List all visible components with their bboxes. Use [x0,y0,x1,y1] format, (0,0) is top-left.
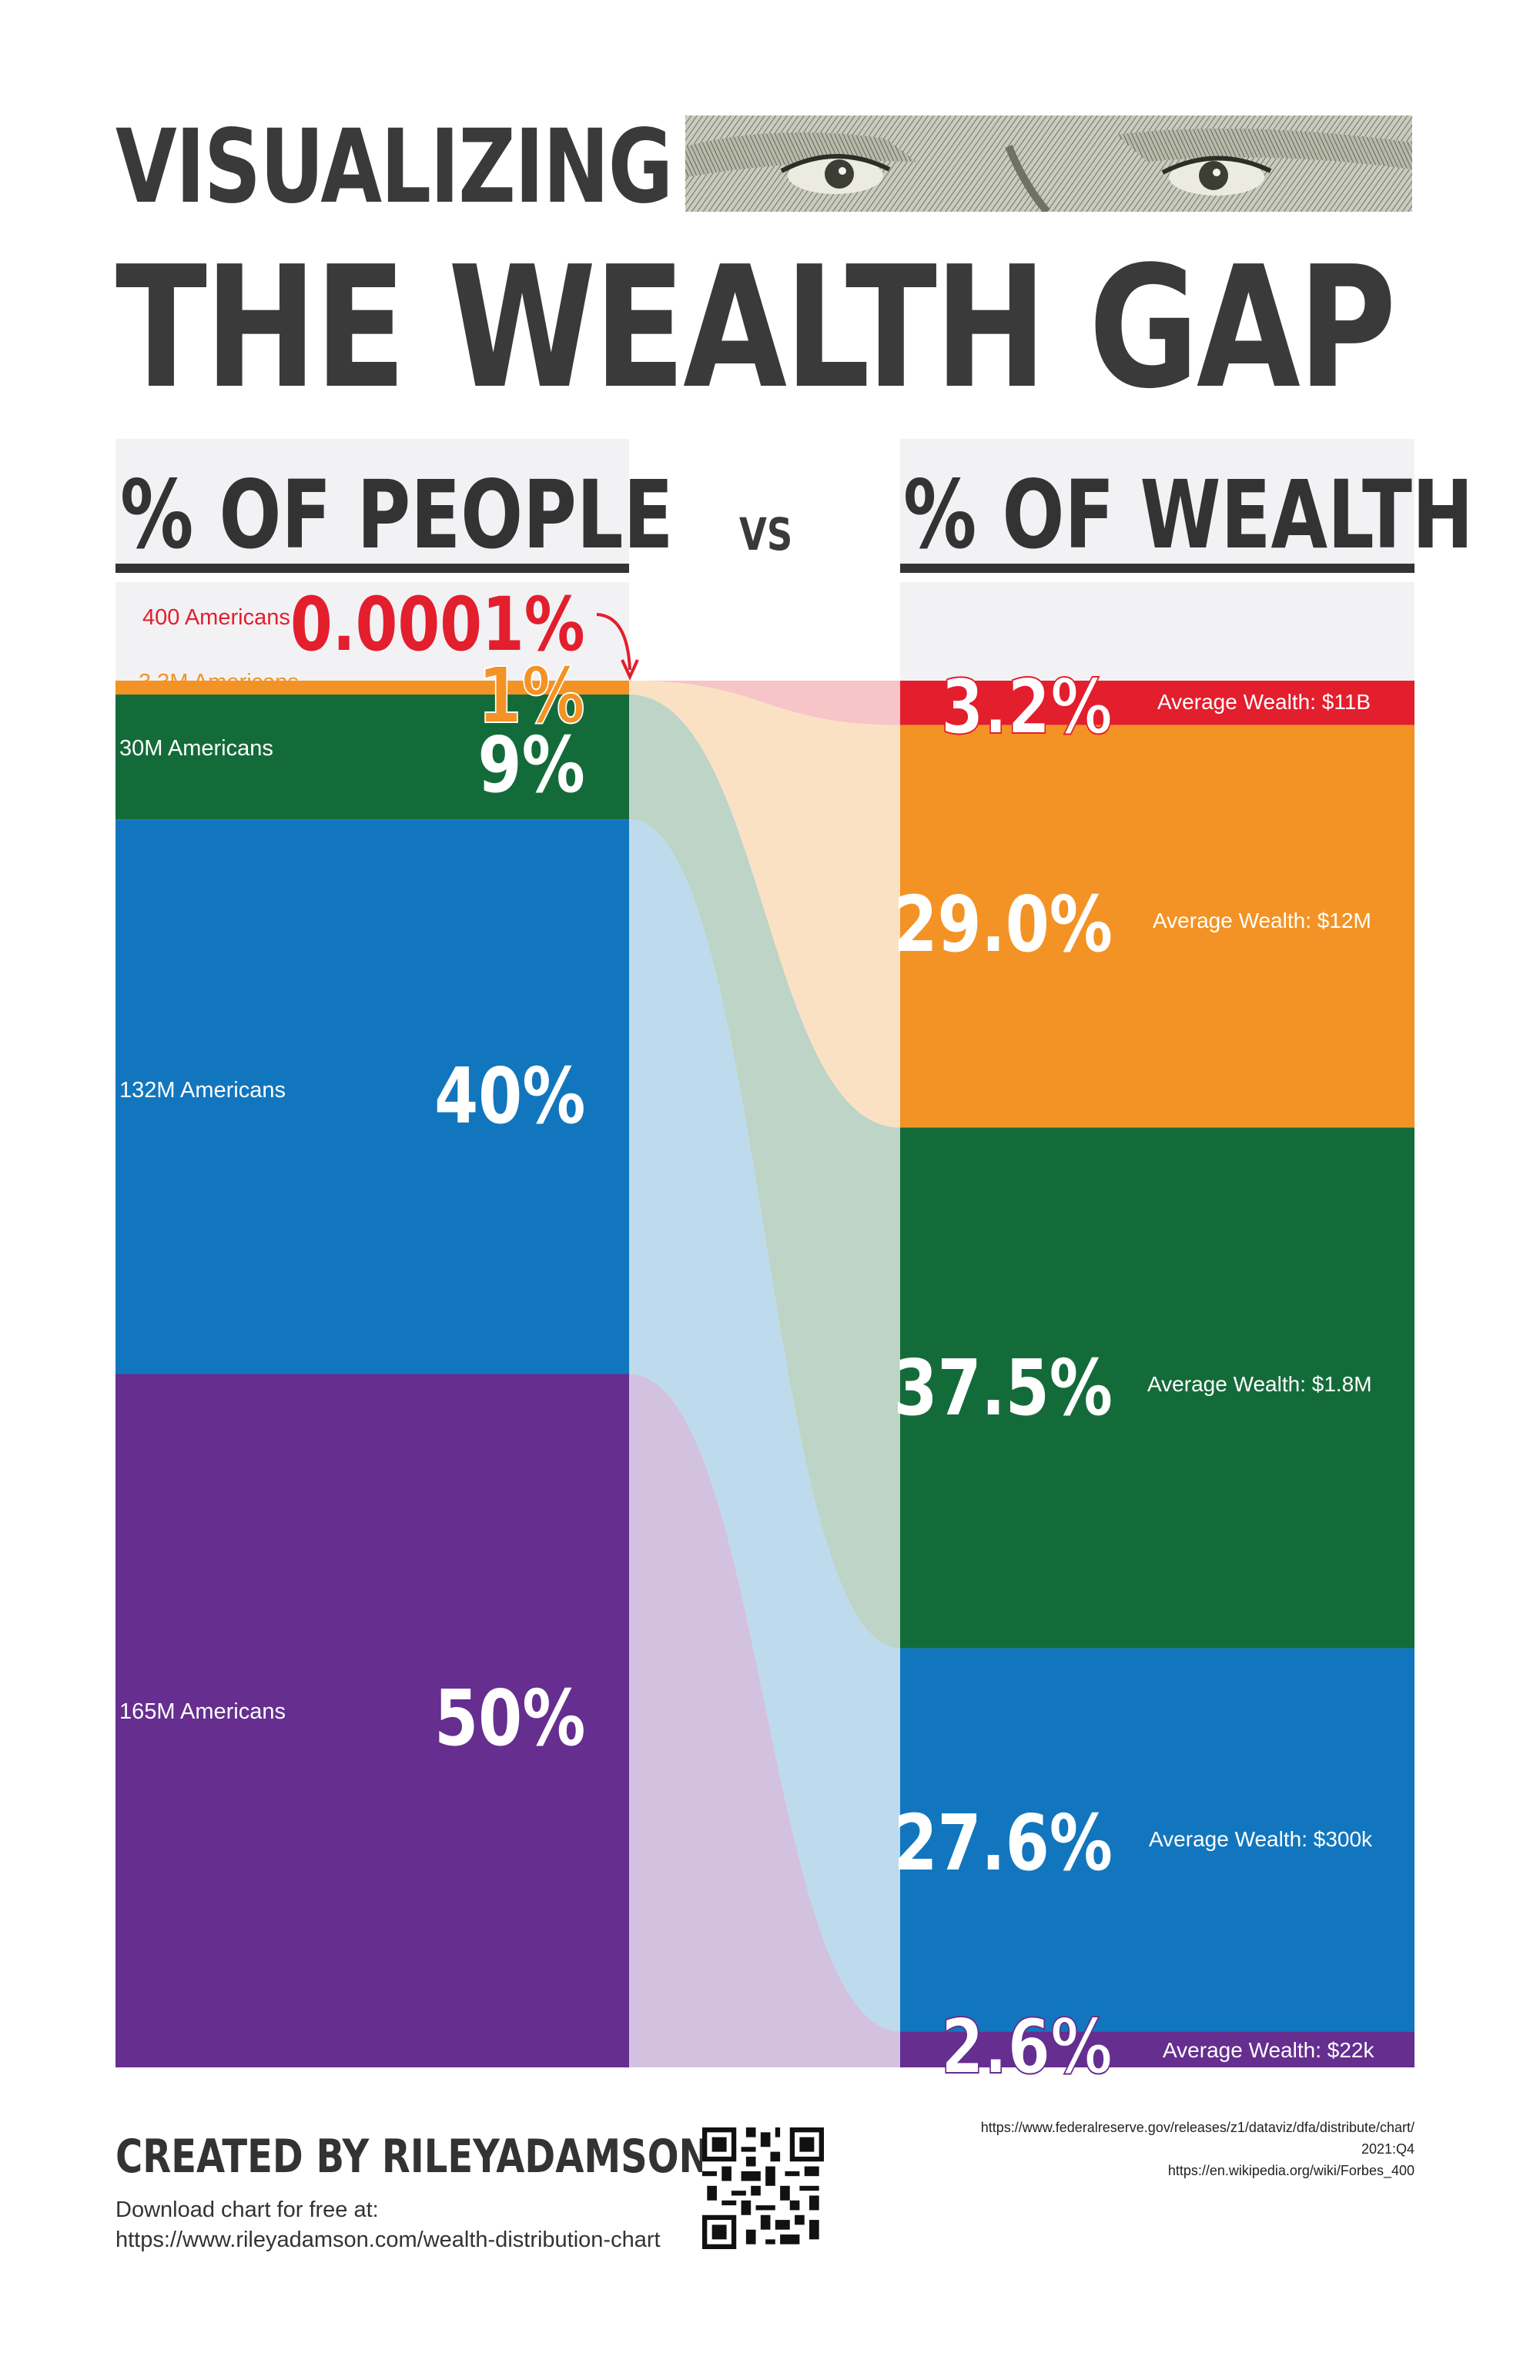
wealth-column-title: % OF WEALTH [903,460,1474,570]
people-bar-1 [116,681,629,695]
avg-wealth-22k: Average Wealth: $22k [1163,2038,1374,2062]
flow-band-1 [629,681,900,1128]
banknote-eyes-image [685,115,1412,212]
people-bar-2 [116,695,629,820]
people-column-title: % OF PEOPLE [120,460,674,570]
people-label-30m: 30M Americans [119,736,273,761]
title-line-1: VISUALIZING [116,108,673,226]
people-label-400: 400 Americans [142,605,290,630]
flow-band-2 [629,695,900,1649]
wealth-pct-37.5: 37.5% [893,1343,1113,1433]
people-header-underline [116,564,629,573]
people-pct-1: 1% [477,650,586,741]
people-column-header: % OF PEOPLE [116,439,674,573]
vs-label: VS [739,508,793,561]
wealth-header-underline [900,564,1414,573]
qr-code-icon [702,2127,824,2249]
callout-arrow-icon [596,613,639,681]
wealth-bar-4 [900,2031,1414,2067]
wealth-pct-3.2: 3.2% [940,663,1113,752]
credit-title: CREATED BY RILEYADAMSON.COM [116,2130,819,2184]
flow-band-3 [629,819,900,2032]
wealth-bar-0 [900,681,1414,725]
people-pct-40: 40% [434,1051,585,1141]
wealth-pct-2.6: 2.6% [940,2003,1113,2092]
avg-wealth-300k: Average Wealth: $300k [1149,1827,1373,1851]
people-label-165m: 165M Americans [119,1699,286,1724]
source-federal-reserve[interactable]: https://www.federalreserve.gov/releases/… [980,2120,1414,2135]
wealth-bar-3 [900,1648,1414,2032]
people-pct-0.0001: 0.0001% [290,581,585,668]
avg-wealth-12m: Average Wealth: $12M [1153,909,1371,932]
people-bar-3 [116,819,629,1374]
people-bar-4 [116,1374,629,2067]
wealth-bar-2 [900,1127,1414,1649]
download-link[interactable]: https://www.rileyadamson.com/wealth-dist… [116,2228,661,2253]
people-pct-50: 50% [434,1673,585,1763]
avg-wealth-11b: Average Wealth: $11B [1157,690,1371,714]
wealth-column-header: % OF WEALTH [900,439,1474,573]
avg-wealth-1.8m: Average Wealth: $1.8M [1147,1372,1372,1396]
source-forbes[interactable]: https://en.wikipedia.org/wiki/Forbes_400 [1167,2162,1414,2178]
title-line-2: THE WEALTH GAP [116,231,1396,426]
wealth-bar-1 [900,725,1414,1128]
people-label-132m: 132M Americans [119,1078,286,1103]
people-label-3.3m: 3.3M Americans [139,670,299,695]
people-top-gray-area [116,582,629,681]
download-text: Download chart for free at: https://www.… [116,2195,661,2255]
wealth-top-gray-area [900,582,1414,681]
people-pct-9: 9% [477,720,585,810]
wealth-pct-29.0: 29.0% [893,879,1113,969]
download-line-1: Download chart for free at: [116,2198,379,2222]
sources: https://www.federalreserve.gov/releases/… [981,2117,1414,2182]
wealth-pct-27.6: 27.6% [893,1798,1113,1888]
source-date: 2021:Q4 [1361,2141,1414,2157]
flow-band-0 [629,681,900,725]
flow-band-4 [629,1374,900,2067]
